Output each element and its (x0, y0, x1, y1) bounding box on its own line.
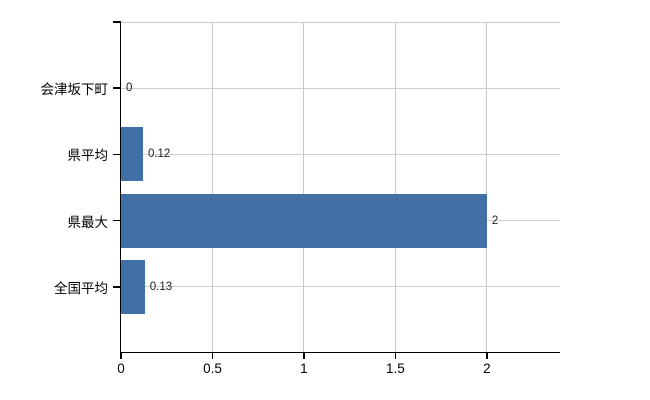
category-label: 県平均 (67, 148, 109, 164)
row-gridline (121, 153, 560, 155)
y-axis-tick (113, 286, 121, 288)
y-axis-tick (113, 87, 121, 89)
x-gridline (486, 22, 488, 353)
y-axis-top-tick (113, 21, 121, 23)
x-axis-tick-label: 1.5 (385, 361, 405, 376)
x-axis-tick-label: 2 (483, 361, 491, 376)
category-label: 県最大 (67, 214, 109, 230)
row-gridline (121, 87, 560, 89)
y-axis-line (119, 22, 121, 353)
y-axis-tick (113, 153, 121, 156)
bar-value-label: 2 (491, 214, 499, 227)
x-axis-tick-label: 0 (117, 361, 125, 376)
row-gridline (121, 286, 560, 288)
x-axis-tick (303, 353, 305, 359)
x-gridline (303, 22, 305, 353)
bar-4 (121, 259, 145, 314)
x-gridline (394, 22, 396, 353)
category-label: 全国平均 (54, 280, 108, 296)
x-axis-tick-label: 0.5 (203, 361, 222, 376)
x-gridline (211, 22, 213, 353)
x-axis-line (119, 351, 560, 353)
bar-2 (121, 127, 143, 182)
x-axis-tick (120, 353, 122, 359)
x-axis-tick (486, 353, 488, 359)
bar-value-label: 0.13 (149, 280, 173, 293)
bar-value-label: 0.12 (147, 148, 171, 161)
category-label: 会津坂下町 (40, 82, 109, 98)
y-axis-tick (113, 219, 121, 222)
bar-3 (121, 193, 487, 248)
plot-top-border (121, 22, 560, 23)
x-axis-tick (211, 353, 214, 359)
x-axis-tick (394, 353, 397, 359)
bar-value-label: 0 (126, 82, 133, 95)
x-axis-tick-label: 1 (300, 361, 308, 376)
